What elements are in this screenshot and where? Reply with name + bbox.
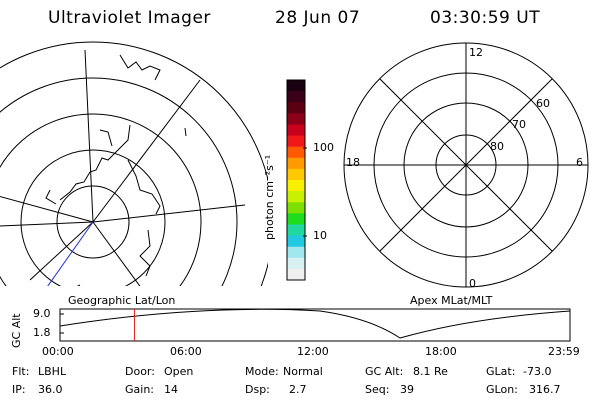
altitude-xtick: 23:59 bbox=[548, 345, 580, 358]
gain-label: Gain: bbox=[125, 383, 154, 396]
flt-label: Flt: bbox=[12, 365, 30, 378]
colorbar-segment bbox=[287, 235, 305, 248]
glat-label: GLat: bbox=[486, 365, 516, 378]
altitude-xtick: 00:00 bbox=[42, 345, 74, 358]
colorbar-unit-label: photon cm⁻²s⁻¹ bbox=[263, 154, 276, 240]
colorbar-segment bbox=[287, 124, 305, 137]
gain-value: 14 bbox=[164, 383, 178, 396]
colorbar-segment bbox=[287, 224, 305, 237]
lat-label-80: 80 bbox=[490, 140, 504, 153]
glon-value: 316.7 bbox=[529, 383, 561, 396]
altitude-ylabel: GC Alt bbox=[10, 313, 23, 348]
apex-polar-plot bbox=[343, 42, 589, 288]
colorbar-segment bbox=[287, 168, 305, 181]
glat-value: -73.0 bbox=[523, 365, 552, 378]
mode-label: Mode: bbox=[245, 365, 279, 378]
colorbar-segment bbox=[287, 157, 305, 170]
altitude-ytick-1-8: 1.8 bbox=[33, 326, 51, 339]
app-title: Ultraviolet Imager bbox=[48, 8, 211, 28]
geo-map-label: Geographic Lat/Lon bbox=[68, 294, 176, 307]
colorbar-frame bbox=[286, 79, 306, 281]
lat-label-70: 70 bbox=[512, 118, 526, 131]
colorbar-segment bbox=[287, 113, 305, 125]
colorbar-tick-10: 10 bbox=[313, 229, 327, 242]
altitude-xtick: 18:00 bbox=[425, 345, 457, 358]
altitude-xtick: 06:00 bbox=[170, 345, 202, 358]
geographic-map bbox=[0, 41, 268, 286]
colorbar-segment bbox=[287, 180, 305, 192]
flt-value: LBHL bbox=[38, 365, 67, 378]
mlt-label-left: 18 bbox=[346, 156, 360, 169]
ip-label: IP: bbox=[12, 383, 26, 396]
seq-value: 39 bbox=[400, 383, 414, 396]
colorbar-segment bbox=[287, 91, 305, 103]
ip-value: 36.0 bbox=[38, 383, 63, 396]
apex-map-label: Apex MLat/MLT bbox=[410, 294, 493, 307]
date-label: 28 Jun 07 bbox=[275, 8, 361, 28]
dsp-label: Dsp: bbox=[245, 383, 270, 396]
lat-label-60: 60 bbox=[536, 97, 550, 110]
colorbar-ticks bbox=[303, 147, 307, 237]
colorbar-segment bbox=[287, 146, 305, 159]
mlt-label-right: 6 bbox=[576, 156, 583, 169]
colorbar bbox=[286, 79, 306, 281]
colorbar-tick-100: 100 bbox=[313, 141, 334, 154]
mlt-label-bottom: 0 bbox=[469, 277, 476, 290]
colorbar-segment bbox=[287, 80, 305, 92]
colorbar-segment bbox=[287, 246, 305, 259]
seq-label: Seq: bbox=[365, 383, 390, 396]
glon-label: GLon: bbox=[486, 383, 518, 396]
colorbar-segment bbox=[287, 202, 305, 214]
colorbar-segment bbox=[287, 268, 305, 281]
colorbar-segment bbox=[287, 191, 305, 203]
door-label: Door: bbox=[125, 365, 155, 378]
altitude-plot bbox=[59, 308, 571, 342]
mode-value: Normal bbox=[283, 365, 323, 378]
gcalt-label: GC Alt: bbox=[365, 365, 404, 378]
altitude-ytick-9: 9.0 bbox=[33, 307, 51, 320]
mlt-label-top: 12 bbox=[469, 46, 483, 59]
door-value: Open bbox=[164, 365, 194, 378]
time-label: 03:30:59 UT bbox=[430, 8, 541, 28]
dsp-value: 2.7 bbox=[289, 383, 307, 396]
altitude-xtick: 12:00 bbox=[297, 345, 329, 358]
colorbar-segment bbox=[287, 135, 305, 148]
colorbar-segment bbox=[287, 257, 305, 270]
gcalt-value: 8.1 Re bbox=[413, 365, 448, 378]
colorbar-segment bbox=[287, 213, 305, 225]
colorbar-segment bbox=[287, 102, 305, 114]
